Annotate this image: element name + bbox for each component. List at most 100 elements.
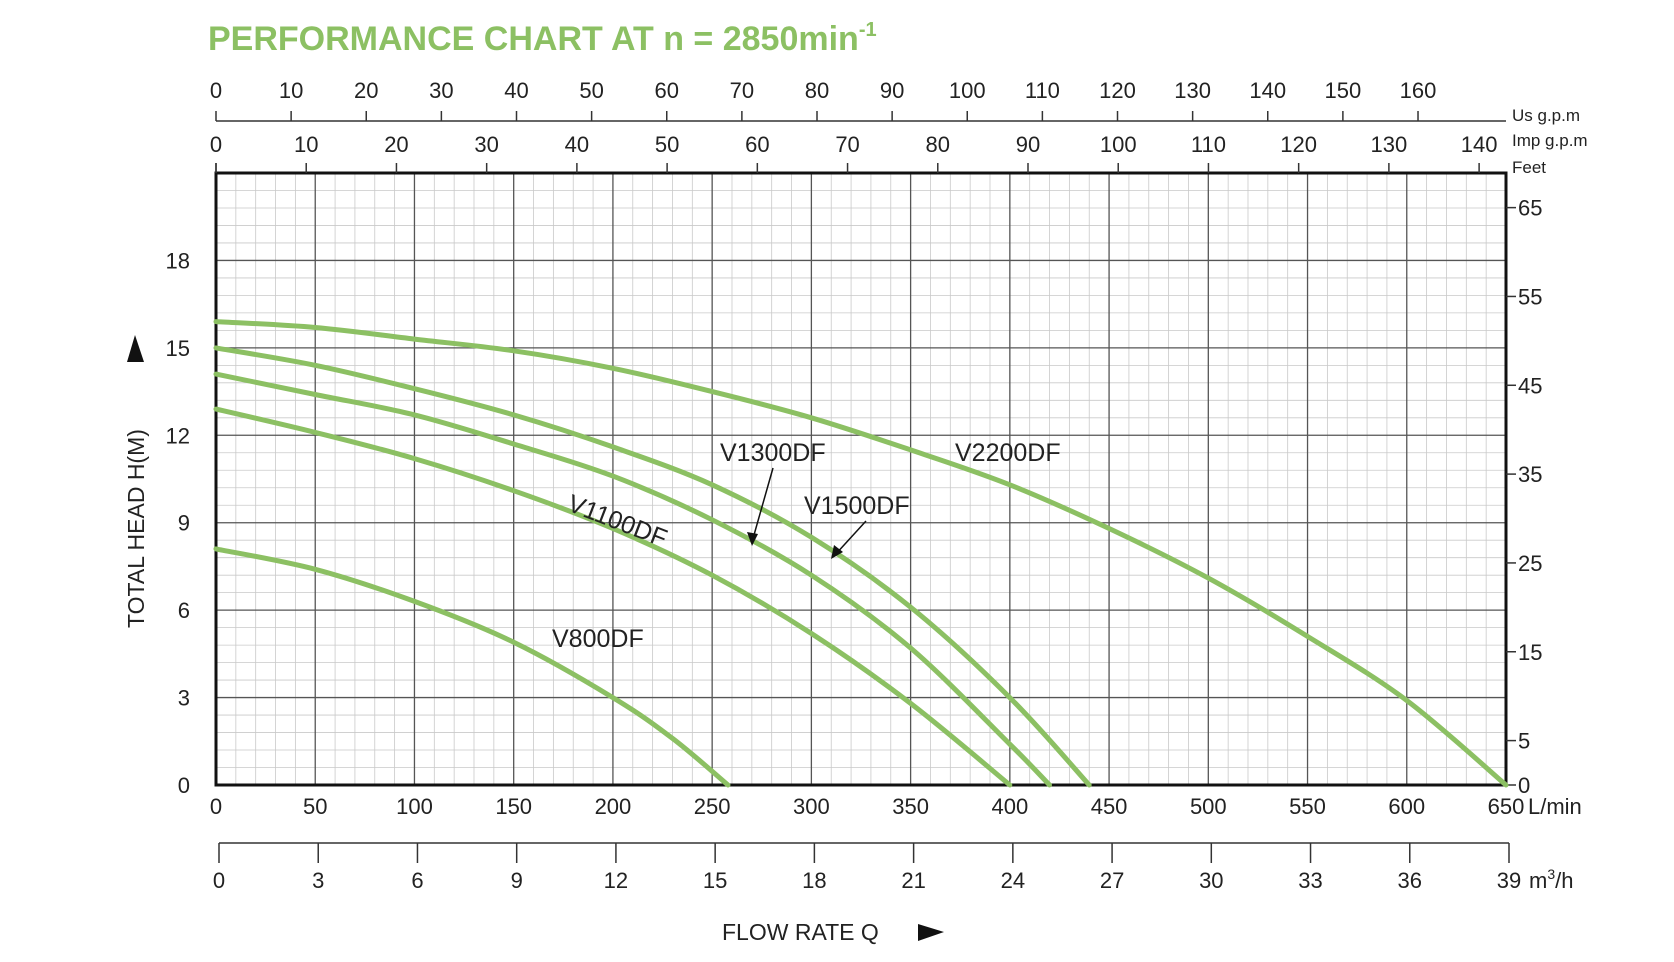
m3h-tick-label: 12: [604, 868, 628, 893]
usgpm-tick-label: 90: [880, 78, 904, 103]
y-tick-label: 0: [178, 773, 190, 798]
label-v2200df: V2200DF: [955, 439, 1061, 467]
m3h-tick-label: 18: [802, 868, 826, 893]
impgpm-tick-label: 60: [745, 132, 769, 157]
feet-tick-label: 35: [1518, 462, 1542, 487]
x-tick-label: 200: [595, 794, 632, 819]
m3h-tick-label: 3: [312, 868, 324, 893]
x-tick-label: 250: [694, 794, 731, 819]
minor-grid: [216, 173, 1506, 785]
m3h-tick-label: 27: [1100, 868, 1124, 893]
impgpm-tick-label: 120: [1280, 132, 1317, 157]
m3h-tick-label: 36: [1398, 868, 1422, 893]
feet-tick-label: 55: [1518, 284, 1542, 309]
impgpm-tick-label: 80: [926, 132, 950, 157]
usgpm-tick-label: 130: [1174, 78, 1211, 103]
series-labels: V800DF V1100DF V1300DF V1500DF V2200DF: [552, 439, 1061, 653]
usgpm-tick-label: 150: [1325, 78, 1362, 103]
plot-frame: [214, 171, 1508, 787]
impgpm-unit: Imp g.p.m: [1512, 131, 1588, 150]
usgpm-tick-label: 80: [805, 78, 829, 103]
label-v1300df: V1300DF: [720, 439, 826, 467]
label-v1500df: V1500DF: [804, 492, 910, 520]
impgpm-tick-label: 90: [1016, 132, 1040, 157]
x-axis-title: FLOW RATE Q: [722, 919, 944, 945]
impgpm-tick-label: 130: [1371, 132, 1408, 157]
m3h-tick-label: 33: [1298, 868, 1322, 893]
usgpm-tick-label: 60: [655, 78, 679, 103]
m3h-tick-label: 0: [213, 868, 225, 893]
y-axis-label: TOTAL HEAD H(M): [123, 429, 149, 628]
usgpm-tick-label: 160: [1400, 78, 1437, 103]
feet-axis-ticks: 0 5 15 25 35 45 55 65: [1506, 196, 1542, 798]
x-axis-ticks: 0 50 100 150 200 250 300 350 400 450 500 550 600 650: [210, 794, 1524, 819]
series-line-v1100df: [213, 406, 1013, 788]
x-tick-label: 500: [1190, 794, 1227, 819]
impgpm-tick-label: 50: [655, 132, 679, 157]
y-axis-title: TOTAL HEAD H(M): [123, 335, 149, 628]
x-tick-label: 50: [303, 794, 327, 819]
y-tick-label: 12: [166, 423, 190, 448]
top-axes: 0 10 20 30 40 50 60 70 80 90 100 110 120 130 140 150 160…: [210, 78, 1588, 177]
feet-tick-label: 5: [1518, 729, 1530, 754]
series-line-v2200df: [213, 319, 1509, 788]
impgpm-tick-label: 140: [1461, 132, 1498, 157]
impgpm-ticks: 0 10 20 30 40 50 60 70 80 90 100 110 120 130 140: [210, 132, 1498, 173]
x-tick-label: 600: [1388, 794, 1425, 819]
x-tick-label: 550: [1289, 794, 1326, 819]
usgpm-tick-label: 0: [210, 78, 222, 103]
usgpm-tick-label: 10: [279, 78, 303, 103]
feet-tick-label: 65: [1518, 196, 1542, 221]
usgpm-tick-label: 100: [949, 78, 986, 103]
usgpm-tick-label: 40: [504, 78, 528, 103]
usgpm-tick-label: 70: [730, 78, 754, 103]
y-tick-label: 15: [166, 336, 190, 361]
y-tick-label: 18: [166, 248, 190, 273]
y-axis-ticks: 0 3 6 9 12 15 18: [166, 248, 190, 798]
series-line-v800df: [213, 546, 731, 788]
usgpm-tick-label: 140: [1249, 78, 1286, 103]
usgpm-unit: Us g.p.m: [1512, 106, 1580, 125]
x-tick-label: 350: [892, 794, 929, 819]
x-tick-label: 450: [1091, 794, 1128, 819]
series-line-v1300df: [213, 371, 1052, 788]
feet-unit: Feet: [1512, 158, 1546, 177]
usgpm-ticks: 0 10 20 30 40 50 60 70 80 90 100 110 120 130 140 150 160: [210, 78, 1436, 121]
right-arrow-icon: [918, 924, 944, 941]
impgpm-tick-label: 100: [1100, 132, 1137, 157]
m3h-axis: 0 3 6 9 12 15 18 21 24 27 30 33 36 39: [213, 842, 1521, 893]
x-tick-label: 300: [793, 794, 830, 819]
usgpm-tick-label: 120: [1099, 78, 1136, 103]
m3h-axis-unit: m3/h: [1529, 866, 1573, 893]
feet-tick-label: 15: [1518, 640, 1542, 665]
m3h-tick-label: 24: [1001, 868, 1025, 893]
series-line-v1500df: [213, 345, 1092, 788]
m3h-tick-label: 30: [1199, 868, 1223, 893]
impgpm-tick-label: 110: [1191, 132, 1226, 157]
y-tick-label: 3: [178, 686, 190, 711]
label-v800df: V800DF: [552, 625, 644, 653]
impgpm-tick-label: 10: [294, 132, 318, 157]
m3h-tick-label: 15: [703, 868, 727, 893]
m3h-tick-label: 6: [411, 868, 423, 893]
arrowhead-v1500df-icon: [831, 545, 843, 559]
x-tick-label: 400: [991, 794, 1028, 819]
major-grid: [215, 172, 1507, 786]
usgpm-tick-label: 110: [1025, 78, 1060, 103]
x-axis-unit: L/min: [1528, 794, 1582, 819]
feet-tick-label: 45: [1518, 373, 1542, 398]
m3h-tick-label: 39: [1497, 868, 1521, 893]
m3h-tick-label: 9: [511, 868, 523, 893]
x-tick-label: 150: [495, 794, 532, 819]
usgpm-tick-label: 20: [354, 78, 378, 103]
feet-tick-label: 25: [1518, 551, 1542, 576]
x-axis-label: FLOW RATE Q: [722, 919, 879, 945]
x-tick-label: 650: [1488, 794, 1525, 819]
x-tick-label: 100: [396, 794, 433, 819]
impgpm-tick-label: 20: [384, 132, 408, 157]
impgpm-tick-label: 30: [474, 132, 498, 157]
series-lines: [213, 319, 1509, 788]
arrowhead-v1300df-icon: [747, 532, 758, 546]
y-tick-label: 6: [178, 598, 190, 623]
